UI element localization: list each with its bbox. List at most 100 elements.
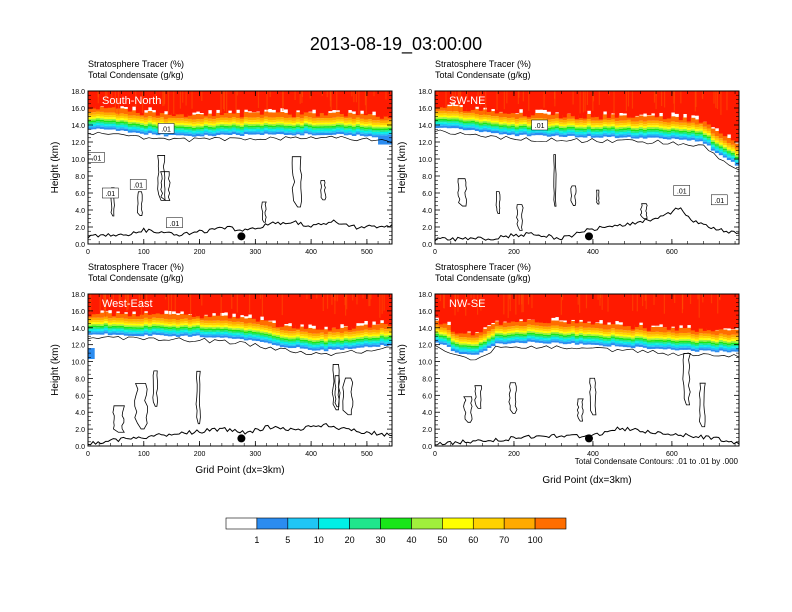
tracer-level-5 — [522, 125, 528, 128]
tracer-level-4 — [263, 335, 269, 338]
tracer-level-8 — [311, 336, 317, 339]
tracer-level-9 — [442, 110, 448, 114]
tracer-level-9 — [111, 317, 117, 321]
tracer-level-11 — [706, 294, 712, 331]
tracer-level-2 — [91, 125, 97, 128]
tracer-level-5 — [634, 337, 640, 340]
tracer-level-11 — [538, 294, 544, 323]
tracer-level-3 — [307, 344, 313, 347]
tracer-level-7 — [490, 333, 496, 336]
tracer-level-1 — [630, 345, 636, 349]
x-tick-label: 400 — [587, 249, 599, 256]
tracer-level-6 — [442, 117, 448, 119]
tracer-streak — [496, 91, 498, 110]
tracer-level-6 — [88, 324, 93, 326]
tracer-level-2 — [510, 130, 516, 133]
tracer-level-3 — [630, 342, 636, 345]
tracer-level-5 — [203, 125, 209, 128]
tracer-level-6 — [534, 332, 540, 334]
tracer-level-9 — [287, 331, 293, 334]
tracer-level-3 — [271, 129, 277, 131]
tracer-level-2 — [642, 344, 648, 346]
tracer-level-8 — [530, 327, 536, 330]
tracer-level-8 — [319, 120, 325, 123]
tracer-level-10 — [255, 319, 261, 325]
tracer-level-11 — [694, 294, 700, 332]
tracer-level-6 — [538, 332, 544, 335]
tracer-level-7 — [351, 336, 357, 339]
tracer-level-8 — [195, 121, 201, 124]
tracer-streak — [226, 91, 228, 113]
tracer-level-4 — [678, 342, 684, 345]
tracer-level-5 — [478, 123, 484, 125]
tracer-level-5 — [482, 341, 488, 344]
tracer-level-11 — [243, 294, 249, 317]
tracer-level-2 — [231, 335, 237, 337]
tracer-level-3 — [115, 329, 121, 332]
tracer-level-8 — [367, 332, 373, 335]
y-tick-label: 8.0 — [75, 174, 85, 181]
tracer-level-7 — [494, 331, 500, 333]
tracer-level-8 — [666, 334, 672, 337]
tracer-level-3 — [135, 127, 141, 130]
tracer-level-8 — [618, 123, 624, 126]
tracer-level-2 — [438, 340, 444, 343]
tracer-level-1 — [171, 333, 177, 336]
tracer-level-5 — [642, 338, 648, 341]
tracer-level-9 — [734, 148, 739, 152]
tracer-level-1 — [115, 332, 121, 335]
tracer-level-4 — [558, 129, 564, 132]
tracer-level-1 — [199, 335, 205, 338]
tracer-level-6 — [614, 127, 620, 130]
tracer-level-6 — [111, 324, 117, 326]
tracer-level-8 — [103, 115, 109, 118]
tracer-level-3 — [159, 329, 165, 332]
tracer-level-3 — [550, 336, 556, 339]
tracer-level-8 — [139, 321, 145, 324]
tracer-level-3 — [518, 129, 524, 132]
tracer-level-2 — [295, 343, 301, 345]
tracer-streak — [457, 294, 459, 312]
tracer-level-2 — [311, 131, 317, 134]
tracer-level-8 — [506, 329, 512, 332]
tracer-level-3 — [187, 130, 193, 133]
tracer-level-1 — [666, 346, 672, 349]
tracer-level-4 — [227, 127, 233, 130]
tracer-level-7 — [315, 338, 321, 340]
tracer-level-7 — [618, 334, 624, 337]
tracer-level-8 — [706, 131, 712, 134]
tracer-level-7 — [319, 337, 325, 340]
tracer-level-4 — [195, 128, 201, 131]
tracer-streak — [182, 91, 184, 103]
tracer-level-3 — [235, 333, 241, 335]
tracer-level-9 — [139, 319, 145, 322]
tracer-level-9 — [311, 118, 317, 121]
tracer-level-8 — [311, 120, 317, 124]
tracer-level-6 — [586, 125, 592, 128]
tracer-level-11 — [618, 91, 624, 113]
y-tick-label: 10.0 — [71, 360, 85, 367]
tracer-level-11 — [462, 91, 468, 112]
tracer-level-11 — [359, 294, 365, 324]
tracer-streak — [114, 91, 116, 114]
tracer-level-7 — [127, 323, 133, 326]
tracer-level-4 — [650, 341, 656, 344]
tracer-streak — [119, 294, 121, 302]
tracer-level-11 — [554, 294, 560, 318]
tracer-level-5 — [363, 127, 369, 130]
tracer-level-2 — [522, 339, 528, 342]
tracer-level-9 — [630, 331, 636, 334]
tracer-level-8 — [694, 337, 700, 340]
tracer-level-8 — [622, 332, 628, 335]
tracer-level-4 — [91, 122, 97, 124]
tracer-level-3 — [586, 339, 592, 341]
tracer-level-8 — [191, 122, 197, 125]
tracer-level-7 — [359, 335, 365, 338]
tracer-level-4 — [291, 128, 297, 130]
tracer-level-2 — [486, 128, 492, 130]
tracer-level-9 — [482, 114, 488, 118]
tracer-level-7 — [734, 153, 739, 156]
tracer-level-3 — [614, 340, 620, 343]
tracer-level-1 — [606, 344, 612, 347]
y-tick-label: 2.0 — [422, 225, 432, 232]
